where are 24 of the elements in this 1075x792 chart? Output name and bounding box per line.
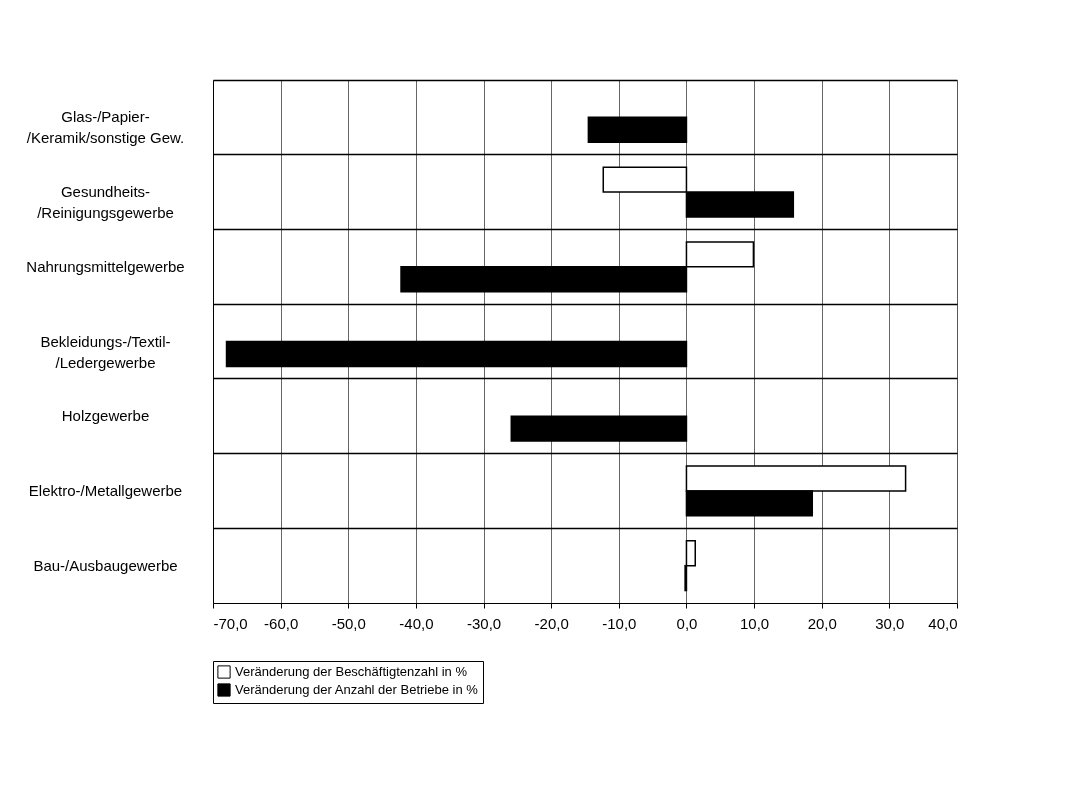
y-tick-label: Bau-/Ausbaugewerbe xyxy=(33,556,178,574)
legend-label: Veränderung der Beschäftigtenzahl in % xyxy=(235,664,468,679)
legend-label: Veränderung der Anzahl der Betriebe in % xyxy=(235,682,479,697)
x-tick-label: 40,0 xyxy=(928,614,958,632)
x-tick-label: -10,0 xyxy=(602,614,637,632)
x-tick-label: -50,0 xyxy=(331,614,366,632)
y-tick-label: Nahrungsmittelgewerbe xyxy=(26,257,185,275)
bar xyxy=(225,340,688,368)
x-tick-label: 0,0 xyxy=(676,614,698,632)
bar xyxy=(510,415,688,442)
bar xyxy=(587,116,688,144)
y-tick-label: Glas-/Papier- /Keramik/sonstige Gew. xyxy=(26,108,185,147)
x-tick-label: -30,0 xyxy=(466,614,502,632)
y-tick-label: Holzgewerbe xyxy=(61,407,150,425)
x-tick-label: -70,0 xyxy=(213,614,248,632)
y-tick-label: Bekleidungs-/Textil- /Ledergewerbe xyxy=(40,332,171,371)
x-tick-label: -20,0 xyxy=(534,614,569,632)
y-tick-label: Gesundheits- /Reinigungsgewerbe xyxy=(37,183,174,222)
x-tick-label: 30,0 xyxy=(875,614,905,632)
x-tick-label: -60,0 xyxy=(264,614,299,632)
x-tick-label: 10,0 xyxy=(739,614,770,632)
x-tick-label: -40,0 xyxy=(399,614,434,632)
x-tick-label: 20,0 xyxy=(807,614,837,632)
y-tick-label: Elektro-/Metallgewerbe xyxy=(28,481,183,499)
